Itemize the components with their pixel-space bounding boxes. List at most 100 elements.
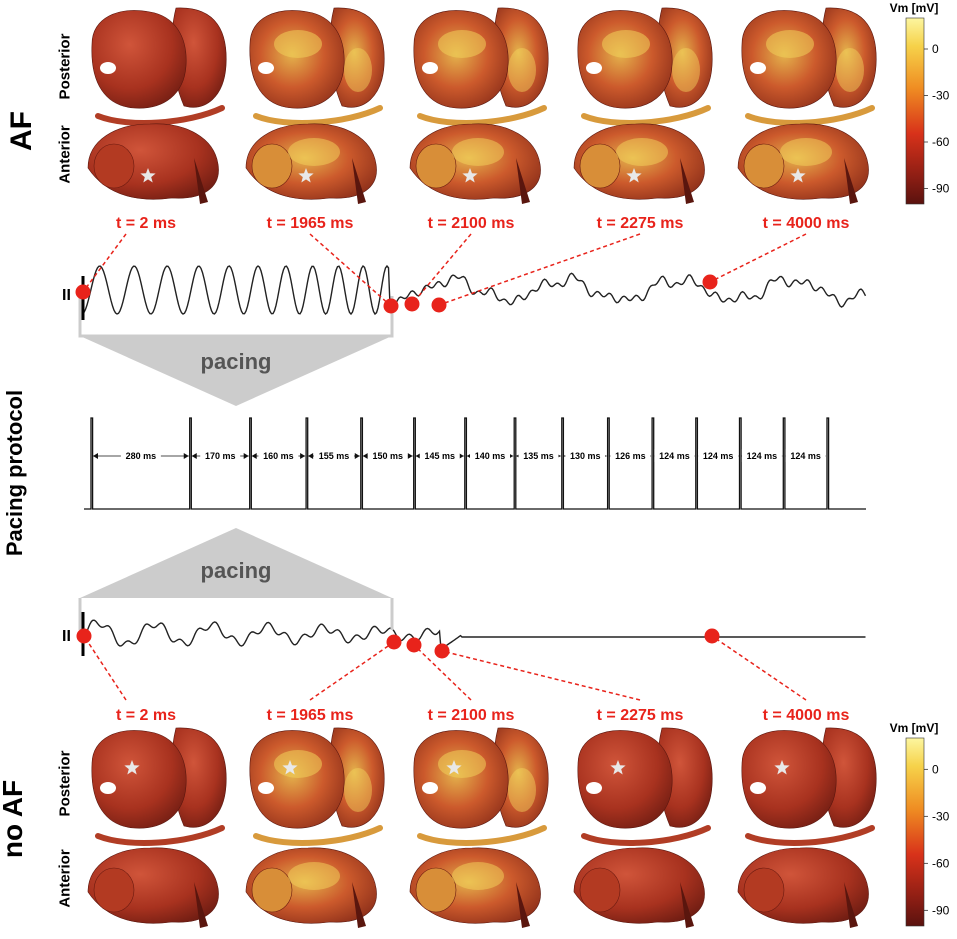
af-time-label: t = 2275 ms (597, 215, 684, 232)
activation-patch (344, 48, 372, 92)
noaf-pacing-label: pacing (201, 558, 272, 583)
af-anterior-label: Anterior (56, 125, 74, 184)
coronary-sinus-shape (417, 825, 547, 846)
colorbar-tick-label: 0 (932, 42, 939, 56)
interval-label-bg (654, 449, 695, 462)
af-time-marker (404, 296, 420, 312)
noaf-time-marker (434, 643, 450, 659)
noaf-anterior-label: Anterior (56, 849, 74, 908)
noaf-leader-line (711, 635, 807, 701)
colorbar-tick-label: -90 (932, 182, 950, 196)
valve-ring (93, 867, 135, 913)
noaf-leader-line (309, 641, 395, 701)
vein-opening (258, 62, 274, 74)
coronary-sinus-shape (745, 825, 875, 846)
af-leader-line (438, 233, 641, 306)
af-leader-line (82, 233, 127, 293)
interval-label: 140 ms (475, 451, 506, 461)
stimulus-star-icon (626, 168, 642, 183)
activation-patch (452, 138, 504, 166)
pacing-interval: 124 ms (785, 449, 826, 462)
appendage-tip (352, 882, 366, 928)
interval-label-bg (741, 449, 782, 462)
af-pacing-wedge (80, 336, 392, 406)
noaf-time-label: t = 1965 ms (267, 707, 354, 724)
stimulus-star-icon (610, 760, 626, 775)
pacing-protocol: pacing pacing 280 ms 170 ms 160 ms 155 ms 150 … (78, 296, 866, 630)
interval-arrow-head (362, 453, 368, 459)
activation-patch (766, 30, 814, 58)
activation-patch (780, 138, 832, 166)
pacing-interval: 170 ms (191, 449, 249, 462)
interval-arrow-head (407, 453, 413, 459)
valve-ring (415, 143, 457, 189)
noaf-time-marker (76, 628, 92, 644)
noaf-time-label: t = 2 ms (116, 707, 176, 724)
noaf-pacing-bracket (78, 598, 394, 630)
colorbar: Vm [mV] 0 -30 -60 -90 (890, 721, 950, 927)
appendage-tip (352, 158, 366, 204)
interval-label-bg (785, 449, 826, 462)
interval-label: 170 ms (205, 451, 236, 461)
colorbar-title: Vm [mV] (890, 1, 939, 15)
interval-label: 124 ms (703, 451, 734, 461)
vein-opening (750, 782, 766, 794)
interval-arrow-head (415, 453, 421, 459)
interval-label-bg (698, 449, 739, 462)
af-time-label: t = 1965 ms (267, 215, 354, 232)
colorbar-tick-label: -90 (932, 903, 950, 917)
interval-arrow-head (243, 453, 249, 459)
interval-label: 124 ms (790, 451, 821, 461)
stimulus-star-icon (298, 168, 314, 183)
appendage-tip (194, 882, 208, 928)
interval-label: 126 ms (615, 451, 646, 461)
noaf-time-label: t = 2100 ms (428, 707, 515, 724)
noaf-time-label: t = 2275 ms (597, 707, 684, 724)
pacing-interval: 280 ms (93, 449, 189, 462)
stimulus-star-icon (774, 760, 790, 775)
colorbar-title: Vm [mV] (890, 721, 939, 735)
interval-label-bg (258, 449, 299, 462)
pacing-pulse-train (84, 417, 866, 510)
pacing-interval: 130 ms (563, 449, 607, 462)
appendage-tip (194, 158, 208, 204)
left-atrium-shape (91, 10, 187, 109)
colorbar-tick-label: -60 (932, 856, 950, 870)
interval-arrow-head (191, 453, 197, 459)
noaf-ecg-trace (83, 619, 866, 651)
vein-opening (586, 62, 602, 74)
pacing-interval: 124 ms (697, 449, 739, 462)
valve-ring (251, 867, 293, 913)
noaf-pacing-wedge (80, 528, 392, 598)
noaf-leader-line (83, 635, 127, 701)
vein-opening (100, 782, 116, 794)
appendage-tip (516, 158, 530, 204)
af-time-marker (75, 284, 91, 300)
activation-patch (508, 768, 536, 812)
af-leader-line (411, 233, 472, 305)
activation-patch (602, 30, 650, 58)
vein-opening (750, 62, 766, 74)
af-leader-line (309, 233, 392, 307)
af-posterior-label: Posterior (56, 33, 74, 100)
stimulus-star-icon (790, 168, 806, 183)
colorbar-gradient (905, 737, 925, 927)
activation-patch (288, 862, 340, 890)
stimulus-star-icon (124, 760, 140, 775)
pacing-interval: 124 ms (654, 449, 695, 462)
left-atrium-shape (249, 10, 345, 109)
colorbar-tick-label: -60 (932, 135, 950, 149)
coronary-sinus-shape (417, 105, 547, 126)
left-atrium-shape (741, 730, 837, 829)
pacing-interval: 135 ms (516, 449, 561, 462)
activation-patch (452, 862, 504, 890)
left-atrium-shape (577, 730, 673, 829)
coronary-sinus-shape (95, 825, 225, 846)
valve-ring (93, 143, 135, 189)
pacing-interval: 140 ms (466, 449, 514, 462)
interval-label: 124 ms (659, 451, 690, 461)
activation-patch (344, 768, 372, 812)
af-time-label: t = 4000 ms (763, 215, 850, 232)
valve-ring (743, 143, 785, 189)
